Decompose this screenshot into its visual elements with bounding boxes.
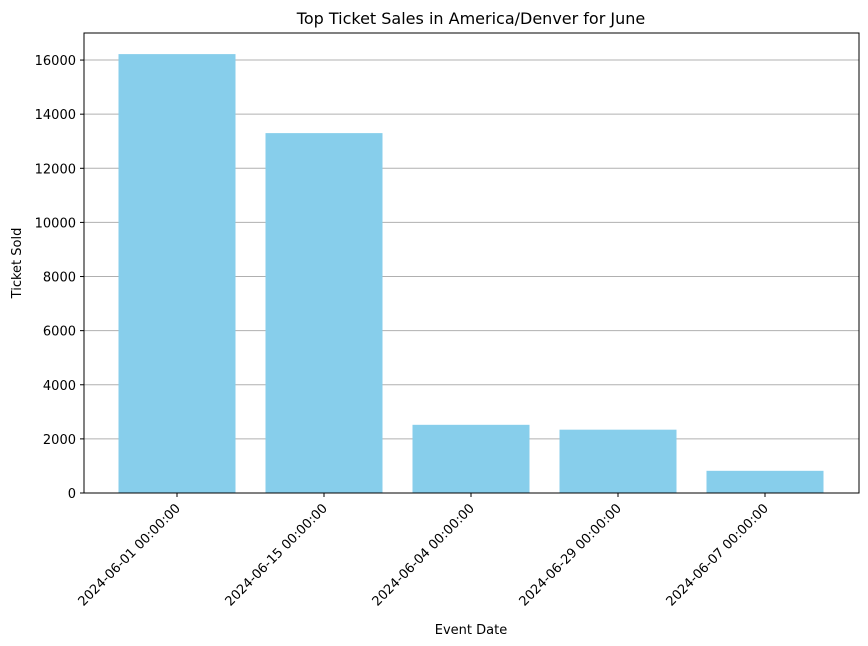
y-tick-label: 6000	[43, 325, 76, 340]
y-tick-label: 0	[68, 487, 76, 502]
y-tick-label: 14000	[35, 108, 76, 123]
bar-4	[559, 429, 677, 493]
y-axis-ticks: 0 2000 4000 6000 8000 10000 12000 14000 16000	[35, 54, 84, 502]
x-tick-label: 2024-06-15 00:00:00	[223, 501, 331, 609]
bar-2	[265, 133, 383, 493]
y-tick-label: 12000	[35, 162, 76, 177]
x-axis-ticks: 2024-06-01 00:00:00 2024-06-15 00:00:00 20…	[76, 493, 772, 609]
bar-3	[412, 424, 530, 493]
x-tick-label: 2024-06-04 00:00:00	[370, 501, 478, 609]
y-tick-label: 4000	[43, 379, 76, 394]
y-axis-title: Ticket Sold	[10, 228, 25, 300]
bar-1	[118, 54, 236, 493]
x-tick-label: 2024-06-07 00:00:00	[664, 501, 772, 609]
y-tick-label: 16000	[35, 54, 76, 69]
x-tick-label: 2024-06-01 00:00:00	[76, 501, 184, 609]
bar-5	[706, 470, 824, 493]
y-tick-label: 10000	[35, 216, 76, 231]
x-tick-label: 2024-06-29 00:00:00	[517, 501, 625, 609]
x-axis-title: Event Date	[435, 623, 507, 638]
y-tick-label: 2000	[43, 433, 76, 448]
chart-title: Top Ticket Sales in America/Denver for J…	[296, 9, 645, 28]
bars	[118, 54, 824, 493]
y-tick-label: 8000	[43, 271, 76, 286]
